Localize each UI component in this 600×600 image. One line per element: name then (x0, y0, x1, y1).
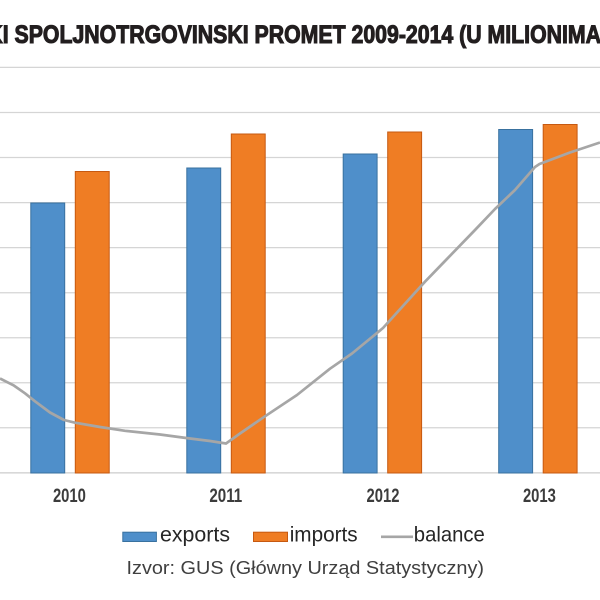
svg-text:Izvor: GUS (Główny Urząd Staty: Izvor: GUS (Główny Urząd Statystyczny) (127, 557, 485, 578)
svg-text:KI SPOLJNOTRGOVINSKI PROMET 20: KI SPOLJNOTRGOVINSKI PROMET 2009-2014 (U… (0, 21, 600, 49)
svg-text:balance: balance (414, 524, 485, 547)
svg-text:imports: imports (290, 524, 358, 547)
svg-text:2012: 2012 (367, 485, 400, 507)
svg-text:2011: 2011 (209, 485, 242, 507)
svg-text:2010: 2010 (53, 485, 86, 507)
svg-text:2013: 2013 (523, 485, 556, 507)
svg-text:exports: exports (160, 524, 230, 547)
